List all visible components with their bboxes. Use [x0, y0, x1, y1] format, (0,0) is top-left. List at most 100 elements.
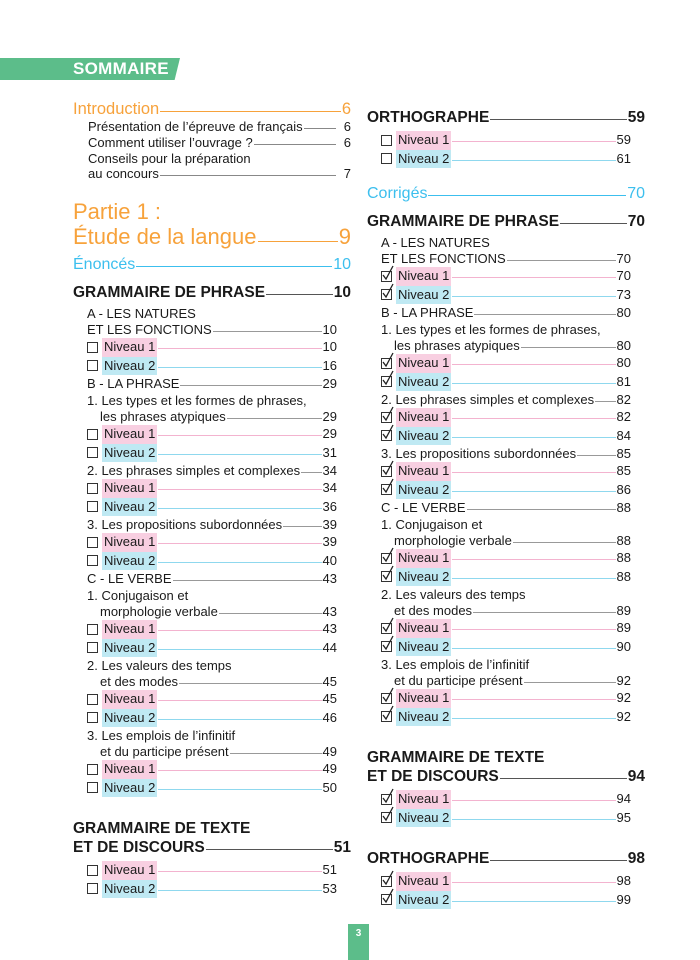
niveau-entry[interactable]: Niveau 1 85	[367, 460, 645, 481]
checkbox-icon[interactable]	[87, 712, 98, 724]
niveau-entry[interactable]: Niveau 2 16	[73, 356, 351, 376]
toc-entry[interactable]: GRAMMAIRE DE TEXTE ET DE DISCOURS 51	[73, 819, 351, 857]
niveau-entry[interactable]: Niveau 1 98	[367, 870, 645, 891]
niveau-entry[interactable]: Niveau 2 84	[367, 424, 645, 445]
checked-box-icon[interactable]	[381, 788, 394, 805]
checked-box-icon[interactable]	[381, 478, 394, 496]
toc-entry[interactable]: 1. Conjugaison et morphologie verbale 88	[367, 517, 645, 549]
checkbox-icon[interactable]	[381, 153, 392, 165]
niveau-entry[interactable]: Niveau 2 44	[73, 638, 351, 658]
toc-entry[interactable]: 2. Les phrases simples et complexes 82	[367, 392, 645, 408]
checkbox-icon[interactable]	[87, 642, 98, 654]
checkbox-icon[interactable]	[381, 134, 392, 146]
checkbox-icon[interactable]	[87, 341, 98, 353]
toc-entry[interactable]: ORTHOGRAPHE 98	[367, 849, 645, 868]
niveau-entry[interactable]: Niveau 2 36	[73, 497, 351, 517]
niveau-entry[interactable]: Niveau 1 89	[367, 617, 645, 638]
checked-box-icon[interactable]	[381, 265, 394, 282]
toc-entry[interactable]: B - LA PHRASE 80	[367, 305, 645, 321]
niveau-entry[interactable]: Niveau 2 73	[367, 283, 645, 304]
niveau-entry[interactable]: Niveau 2 40	[73, 551, 351, 571]
checkbox-icon[interactable]	[87, 360, 98, 372]
toc-entry[interactable]: 1. Conjugaison et morphologie verbale 43	[73, 588, 351, 620]
toc-entry[interactable]: 3. Les emplois de l’infinitif et du parti…	[73, 728, 351, 760]
toc-entry[interactable]: Présentation de l’épreuve de français 6	[73, 119, 351, 135]
checked-box-icon[interactable]	[381, 705, 394, 723]
niveau-entry[interactable]: Niveau 2 31	[73, 443, 351, 463]
toc-entry[interactable]: ORTHOGRAPHE 59	[367, 108, 645, 127]
checkbox-icon[interactable]	[87, 693, 98, 705]
toc-entry[interactable]: 2. Les valeurs des temps et des modes 89	[367, 587, 645, 619]
toc-entry[interactable]: 3. Les propositions subordonnées 85	[367, 446, 645, 462]
toc-entry[interactable]: Conseils pour la préparation au concours 7	[73, 151, 351, 183]
checked-box-icon[interactable]	[381, 687, 394, 704]
toc-entry[interactable]: 3. Les emplois de l’infinitif et du parti…	[367, 657, 645, 689]
checkbox-icon[interactable]	[87, 782, 98, 794]
toc-entry[interactable]: C - LE VERBE 88	[367, 500, 645, 516]
niveau-entry[interactable]: Niveau 2 46	[73, 708, 351, 728]
checked-box-icon[interactable]	[381, 806, 394, 824]
niveau-entry[interactable]: Niveau 2 86	[367, 478, 645, 499]
checkbox-icon[interactable]	[87, 763, 98, 775]
checkbox-icon[interactable]	[87, 555, 98, 567]
toc-entry[interactable]: Énoncés 10	[73, 255, 351, 275]
toc-entry[interactable]: 2. Les valeurs des temps et des modes 45	[73, 658, 351, 690]
checked-box-icon[interactable]	[381, 283, 394, 301]
toc-entry[interactable]: GRAMMAIRE DE PHRASE 10	[73, 283, 351, 302]
checkbox-icon[interactable]	[87, 447, 98, 459]
toc-entry[interactable]: C - LE VERBE 43	[73, 571, 351, 587]
niveau-entry[interactable]: Niveau 2 53	[73, 879, 351, 899]
toc-entry[interactable]: Comment utiliser l’ouvrage ? 6	[73, 135, 351, 151]
toc-entry[interactable]: 2. Les phrases simples et complexes 34	[73, 463, 351, 479]
niveau-entry[interactable]: Niveau 2 95	[367, 806, 645, 827]
checked-box-icon[interactable]	[381, 460, 394, 477]
niveau-entry[interactable]: Niveau 1 29	[73, 425, 351, 444]
checked-box-icon[interactable]	[381, 406, 394, 423]
toc-entry[interactable]: GRAMMAIRE DE TEXTE ET DE DISCOURS 94	[367, 748, 645, 786]
niveau-entry[interactable]: Niveau 1 10	[73, 338, 351, 357]
checkbox-icon[interactable]	[87, 536, 98, 548]
checkbox-icon[interactable]	[87, 428, 98, 440]
checked-box-icon[interactable]	[381, 370, 394, 388]
checked-box-icon[interactable]	[381, 565, 394, 583]
checkbox-icon[interactable]	[87, 623, 98, 635]
niveau-entry[interactable]: Niveau 1 82	[367, 406, 645, 427]
checked-box-icon[interactable]	[381, 352, 394, 369]
checked-box-icon[interactable]	[381, 617, 394, 634]
toc-entry[interactable]: Corrigés 70	[367, 184, 645, 204]
niveau-entry[interactable]: Niveau 1 88	[367, 547, 645, 568]
checked-box-icon[interactable]	[381, 870, 394, 887]
niveau-entry[interactable]: Niveau 2 88	[367, 565, 645, 586]
checkbox-icon[interactable]	[87, 482, 98, 494]
toc-entry[interactable]: GRAMMAIRE DE PHRASE 70	[367, 212, 645, 231]
niveau-entry[interactable]: Niveau 1 39	[73, 533, 351, 552]
checkbox-icon[interactable]	[87, 501, 98, 513]
niveau-entry[interactable]: Niveau 1 34	[73, 479, 351, 498]
checkbox-icon[interactable]	[87, 864, 98, 876]
niveau-entry[interactable]: Niveau 2 61	[367, 149, 645, 168]
niveau-entry[interactable]: Niveau 2 92	[367, 705, 645, 726]
toc-entry[interactable]: 3. Les propositions subordonnées 39	[73, 517, 351, 533]
toc-entry[interactable]: Introduction 6	[73, 100, 351, 119]
checked-box-icon[interactable]	[381, 635, 394, 653]
niveau-entry[interactable]: Niveau 1 70	[367, 265, 645, 286]
niveau-entry[interactable]: Niveau 1 43	[73, 620, 351, 639]
toc-entry[interactable]: A - LES NATURES ET LES FONCTIONS 10	[73, 306, 351, 338]
niveau-entry[interactable]: Niveau 1 45	[73, 690, 351, 709]
niveau-entry[interactable]: Niveau 1 59	[367, 131, 645, 150]
niveau-entry[interactable]: Niveau 1 94	[367, 788, 645, 809]
checked-box-icon[interactable]	[381, 547, 394, 564]
checked-box-icon[interactable]	[381, 888, 394, 906]
niveau-entry[interactable]: Niveau 1 80	[367, 352, 645, 373]
niveau-entry[interactable]: Niveau 2 81	[367, 370, 645, 391]
toc-entry[interactable]: B - LA PHRASE 29	[73, 376, 351, 392]
niveau-entry[interactable]: Niveau 1 49	[73, 760, 351, 779]
niveau-entry[interactable]: Niveau 2 99	[367, 888, 645, 909]
toc-entry[interactable]: 1. Les types et les formes de phrases, le…	[367, 322, 645, 354]
checkbox-icon[interactable]	[87, 883, 98, 895]
checked-box-icon[interactable]	[381, 424, 394, 442]
niveau-entry[interactable]: Niveau 1 51	[73, 861, 351, 880]
toc-entry[interactable]: A - LES NATURES ET LES FONCTIONS 70	[367, 235, 645, 267]
toc-entry[interactable]: 1. Les types et les formes de phrases, le…	[73, 393, 351, 425]
niveau-entry[interactable]: Niveau 2 90	[367, 635, 645, 656]
